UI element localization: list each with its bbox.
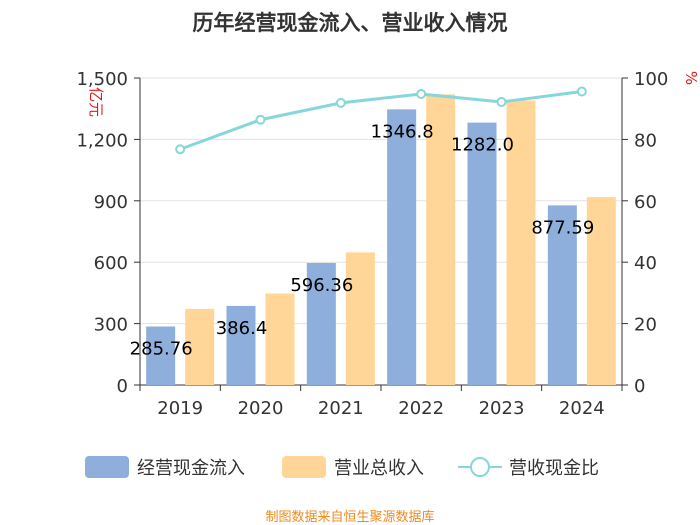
x-tick-label: 2023 bbox=[479, 398, 525, 419]
left-tick-label: 300 bbox=[94, 315, 128, 336]
gridlines bbox=[140, 77, 622, 325]
x-tick-label: 2021 bbox=[318, 398, 364, 419]
chart-title: 历年经营现金流入、营业收入情况 bbox=[193, 11, 508, 35]
right-tick-label: 100 bbox=[634, 69, 668, 90]
right-tick-label: 80 bbox=[634, 130, 657, 151]
legend-label-cash-inflow: 经营现金流入 bbox=[137, 458, 245, 479]
legend-swatch-ratio-marker bbox=[470, 457, 490, 477]
right-tick-label: 0 bbox=[634, 376, 645, 397]
data-label: 877.59 bbox=[531, 217, 594, 238]
data-label: 1346.8 bbox=[371, 121, 434, 142]
bar-cash-inflow bbox=[467, 122, 497, 385]
bar-cash-inflow bbox=[306, 262, 336, 385]
ratio-point bbox=[576, 86, 587, 97]
bars bbox=[146, 94, 616, 386]
axes: 0 300 600 900 1,200 1,500 0 20 40 60 80 100 2019 2020… bbox=[76, 69, 668, 419]
right-tick-label: 40 bbox=[634, 253, 657, 274]
legend-label-ratio: 营收现金比 bbox=[509, 458, 599, 479]
bar-cash-inflow bbox=[387, 109, 417, 386]
data-labels: 285.76 386.4 596.36 1346.8 1282.0 877.59 bbox=[130, 121, 595, 359]
x-tick-label: 2020 bbox=[238, 398, 284, 419]
x-tick-label: 2024 bbox=[559, 398, 605, 419]
left-tick-label: 900 bbox=[94, 192, 128, 213]
bar-revenue bbox=[185, 308, 215, 385]
legend[interactable]: 经营现金流入 营业总收入 营收现金比 bbox=[85, 456, 599, 479]
x-tick-label: 2022 bbox=[398, 398, 444, 419]
ratio-point bbox=[255, 114, 266, 125]
bar-revenue bbox=[586, 197, 616, 385]
data-label: 596.36 bbox=[290, 275, 353, 296]
left-tick-label: 600 bbox=[94, 253, 128, 274]
x-tick-label: 2019 bbox=[157, 398, 203, 419]
source-note: 制图数据来自恒生聚源数据库 bbox=[265, 509, 434, 525]
bar-cash-inflow bbox=[547, 205, 577, 385]
bar-revenue bbox=[506, 100, 536, 385]
bar-revenue bbox=[426, 94, 456, 385]
ratio-series-line bbox=[179, 90, 583, 151]
ratio-point bbox=[496, 96, 507, 107]
data-label: 386.4 bbox=[216, 318, 268, 339]
legend-swatch-revenue bbox=[282, 456, 326, 478]
right-tick-label: 60 bbox=[634, 192, 657, 213]
left-axis-unit: 亿元 bbox=[87, 87, 105, 117]
ratio-point bbox=[175, 144, 186, 155]
legend-label-revenue: 营业总收入 bbox=[334, 458, 424, 479]
ratio-point bbox=[335, 97, 346, 108]
bar-cash-inflow bbox=[226, 305, 256, 385]
right-tick-label: 20 bbox=[634, 315, 657, 336]
ratio-point bbox=[416, 88, 427, 99]
legend-swatch-cash-inflow bbox=[85, 456, 129, 478]
left-tick-label: 0 bbox=[117, 376, 128, 397]
bar-revenue bbox=[345, 252, 375, 385]
bar-cash-inflow bbox=[146, 326, 176, 385]
ratio-line bbox=[175, 86, 587, 155]
left-tick-label: 1,500 bbox=[76, 69, 128, 90]
data-label: 1282.0 bbox=[451, 135, 514, 156]
bar-revenue bbox=[265, 293, 295, 385]
data-label: 285.76 bbox=[130, 339, 193, 360]
right-axis-unit: % bbox=[682, 71, 700, 85]
left-tick-label: 1,200 bbox=[76, 130, 128, 151]
